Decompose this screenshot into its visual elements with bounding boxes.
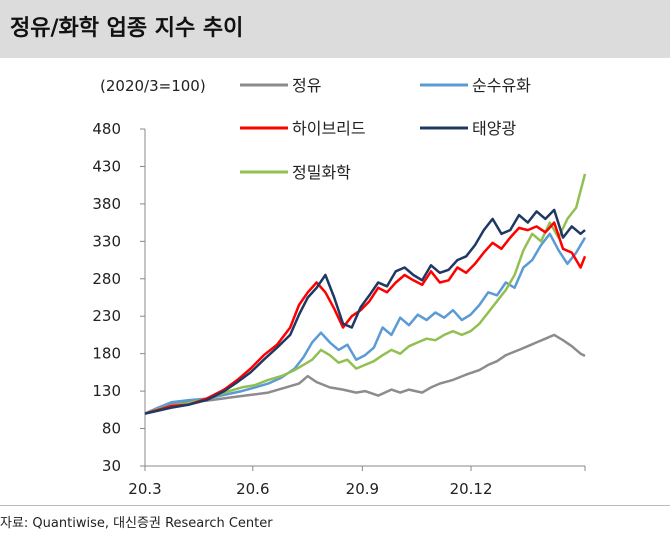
- x-axis-ticks: 20.3 20.6 20.9 20.12: [128, 466, 586, 498]
- title-bar: 정유/화학 업종 지수 추이: [0, 0, 670, 58]
- y-tick-label: 330: [92, 232, 121, 250]
- y-tick-label: 280: [92, 270, 121, 288]
- y-tick-label: 130: [92, 382, 121, 400]
- divider: [0, 505, 670, 506]
- y-tick-label: 80: [102, 420, 121, 438]
- chart-axes: [144, 129, 585, 467]
- y-tick-label: 380: [92, 195, 121, 213]
- legend-label: 정유: [292, 76, 321, 95]
- series-line-정밀화학: [144, 173, 587, 415]
- x-tick-label: 20.3: [128, 480, 161, 498]
- y-tick-label: 230: [92, 307, 121, 325]
- legend-label: 정밀화학: [292, 163, 351, 182]
- legend-label: 태양광: [472, 119, 516, 138]
- x-tick-label: 20.9: [346, 480, 379, 498]
- y-axis-ticks: 480 430 380 330 280 230 180 130 80 30: [92, 120, 145, 475]
- legend-label: 순수유화: [472, 76, 531, 95]
- x-tick-label: 20.6: [236, 480, 269, 498]
- page-title: 정유/화학 업종 지수 추이: [10, 16, 244, 41]
- unit-note: (2020/3=100): [100, 77, 206, 95]
- series-line-정유: [144, 333, 586, 415]
- series-line-태양광: [144, 208, 586, 415]
- chart-series: [144, 173, 587, 415]
- y-tick-label: 30: [102, 457, 121, 475]
- legend-label: 하이브리드: [292, 119, 366, 138]
- y-tick-label: 430: [92, 157, 121, 175]
- series-line-순수유화: [144, 232, 587, 415]
- source-note: 자료: Quantiwise, 대신증권 Research Center: [0, 516, 273, 531]
- series-line-하이브리드: [144, 221, 587, 415]
- x-tick-label: 20.12: [450, 480, 493, 498]
- y-tick-label: 480: [92, 120, 121, 138]
- y-tick-label: 180: [92, 345, 121, 363]
